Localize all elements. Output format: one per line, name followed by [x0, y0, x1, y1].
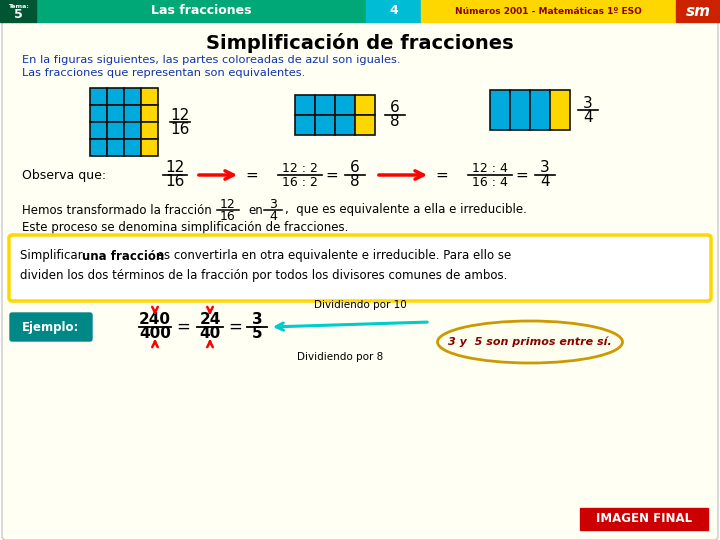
Text: 3 y  5 son primos entre sí.: 3 y 5 son primos entre sí. [448, 337, 612, 347]
Text: Las fracciones que representan son equivalentes.: Las fracciones que representan son equiv… [22, 68, 305, 78]
Bar [315, 115, 335, 135]
Bar [355, 95, 375, 115]
Text: 12: 12 [171, 107, 189, 123]
Bar [90, 122, 107, 139]
Bar [0, 0, 36, 22]
Text: IMAGEN FINAL: IMAGEN FINAL [596, 512, 692, 525]
Text: Dividiendo por 10: Dividiendo por 10 [314, 300, 406, 310]
Bar [315, 95, 335, 115]
Text: =: = [325, 167, 338, 183]
Text: 16: 16 [220, 210, 236, 222]
Text: 16 : 4: 16 : 4 [472, 176, 508, 188]
Text: dividen los dos términos de la fracción por todos los divisores comunes de ambos: dividen los dos términos de la fracción … [20, 269, 508, 282]
Text: 6: 6 [390, 100, 400, 116]
Text: 12 : 4: 12 : 4 [472, 161, 508, 174]
Text: 16: 16 [171, 122, 189, 137]
Text: Simplificar: Simplificar [20, 249, 86, 262]
Bar [141, 105, 158, 122]
Bar [141, 139, 158, 156]
FancyBboxPatch shape [10, 313, 92, 341]
Text: =: = [228, 318, 242, 336]
Text: 12 : 2: 12 : 2 [282, 161, 318, 174]
Bar [580, 508, 708, 530]
Text: 3: 3 [583, 96, 593, 111]
Bar [36, 0, 366, 22]
Text: es convertirla en otra equivalente e irreducible. Para ello se: es convertirla en otra equivalente e irr… [153, 249, 511, 262]
Text: 8: 8 [350, 174, 360, 190]
Bar [124, 139, 141, 156]
Text: =: = [516, 167, 528, 183]
Text: 12: 12 [220, 198, 236, 211]
Bar [335, 95, 355, 115]
Bar [295, 115, 315, 135]
Text: 4: 4 [269, 210, 277, 222]
Text: 6: 6 [350, 160, 360, 176]
Text: 3: 3 [269, 198, 277, 211]
Text: =: = [436, 167, 449, 183]
Text: 24: 24 [199, 313, 221, 327]
Text: Este proceso se denomina simplificación de fracciones.: Este proceso se denomina simplificación … [22, 221, 348, 234]
Text: En la figuras siguientes, las partes coloreadas de azul son iguales.: En la figuras siguientes, las partes col… [22, 55, 400, 65]
Bar [295, 95, 315, 115]
Bar [107, 105, 124, 122]
Bar [90, 139, 107, 156]
Text: Las fracciones: Las fracciones [150, 4, 251, 17]
Bar [421, 0, 676, 22]
Bar [124, 88, 141, 105]
Text: Tema:: Tema: [8, 3, 28, 9]
FancyBboxPatch shape [9, 235, 711, 301]
Text: sm: sm [685, 3, 711, 18]
Text: Hemos transformado la fracción: Hemos transformado la fracción [22, 204, 212, 217]
FancyBboxPatch shape [2, 20, 718, 540]
Text: 40: 40 [199, 327, 220, 341]
Bar [90, 88, 107, 105]
Text: 400: 400 [139, 327, 171, 341]
Text: 4: 4 [389, 4, 398, 17]
Bar [124, 122, 141, 139]
Bar [550, 90, 570, 130]
Bar [510, 90, 530, 130]
Text: 240: 240 [139, 313, 171, 327]
Bar [107, 139, 124, 156]
Text: =: = [176, 318, 190, 336]
Text: 5: 5 [252, 327, 262, 341]
Bar [490, 90, 510, 130]
Text: 3: 3 [540, 160, 550, 176]
Text: =: = [246, 167, 258, 183]
Text: 4: 4 [583, 110, 593, 125]
Bar [141, 122, 158, 139]
Ellipse shape [438, 321, 623, 363]
Text: 3: 3 [252, 313, 262, 327]
Bar [366, 0, 421, 22]
Text: 8: 8 [390, 114, 400, 130]
Text: Observa que:: Observa que: [22, 168, 106, 181]
Text: Simplificación de fracciones: Simplificación de fracciones [206, 33, 514, 53]
Bar [107, 122, 124, 139]
Bar [530, 90, 550, 130]
Bar [90, 105, 107, 122]
Text: 16 : 2: 16 : 2 [282, 176, 318, 188]
Text: Números 2001 - Matemáticas 1º ESO: Números 2001 - Matemáticas 1º ESO [455, 6, 642, 16]
Text: 4: 4 [540, 174, 550, 190]
Text: 16: 16 [166, 174, 185, 190]
Text: Dividiendo por 8: Dividiendo por 8 [297, 352, 383, 362]
Bar [124, 105, 141, 122]
Text: en: en [248, 204, 263, 217]
Bar [335, 115, 355, 135]
Bar [107, 88, 124, 105]
Bar [355, 115, 375, 135]
Text: Ejemplo:: Ejemplo: [22, 321, 80, 334]
Bar [141, 88, 158, 105]
Text: una fracción: una fracción [82, 249, 164, 262]
Text: 5: 5 [14, 8, 22, 21]
Bar [676, 0, 720, 22]
Text: 12: 12 [166, 160, 184, 176]
Text: ,  que es equivalente a ella e irreducible.: , que es equivalente a ella e irreducibl… [285, 204, 527, 217]
